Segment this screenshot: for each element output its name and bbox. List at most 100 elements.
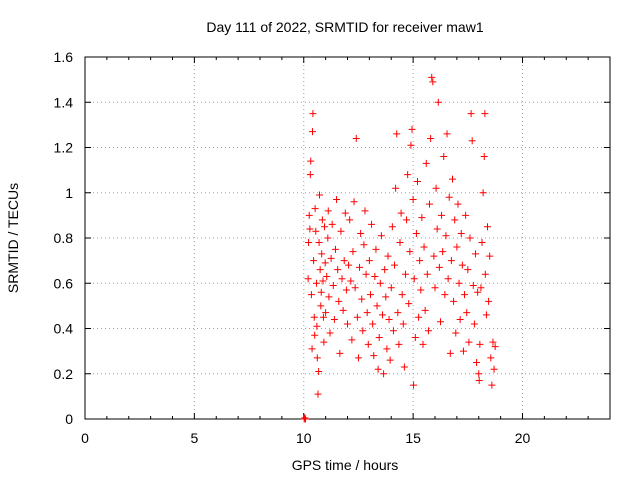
data-point — [410, 275, 418, 283]
data-point — [388, 223, 396, 231]
data-point — [325, 293, 333, 301]
data-point — [396, 239, 404, 247]
data-point — [469, 282, 477, 290]
data-point — [304, 275, 312, 283]
data-point — [435, 263, 443, 271]
data-point — [407, 141, 415, 149]
data-point — [358, 295, 366, 303]
data-point — [420, 243, 428, 251]
data-point — [316, 266, 324, 274]
data-point — [423, 270, 431, 278]
data-point — [415, 313, 423, 321]
data-point — [302, 415, 309, 423]
data-point — [326, 329, 334, 337]
y-axis-label: SRMTID / TECUs — [5, 183, 21, 293]
data-point — [344, 320, 351, 328]
data-point — [339, 306, 347, 314]
data-point — [381, 266, 389, 274]
data-point — [357, 229, 365, 237]
data-point — [490, 365, 498, 373]
data-point — [335, 297, 343, 305]
x-tick-label: 20 — [515, 430, 531, 446]
data-point — [312, 279, 320, 287]
data-point — [350, 198, 358, 206]
data-point — [397, 209, 405, 217]
data-point — [313, 322, 321, 330]
data-point — [323, 272, 331, 280]
data-point — [474, 288, 482, 296]
data-point — [406, 248, 414, 256]
data-point — [301, 414, 309, 422]
data-point — [409, 196, 417, 204]
data-point — [306, 225, 314, 233]
data-point — [484, 223, 491, 231]
data-point — [418, 214, 426, 222]
data-point — [377, 232, 385, 240]
data-point — [329, 282, 337, 290]
data-point — [467, 110, 475, 118]
data-point — [439, 248, 447, 256]
data-point — [364, 340, 372, 348]
data-point — [471, 250, 479, 258]
data-point — [456, 315, 464, 323]
data-point — [459, 347, 467, 355]
data-point — [309, 110, 317, 118]
y-tick-label: 0.8 — [54, 230, 74, 246]
data-point — [398, 291, 406, 299]
data-point — [433, 225, 441, 233]
data-point — [400, 363, 408, 371]
data-point — [466, 234, 474, 242]
data-point — [394, 309, 402, 317]
data-point — [412, 229, 420, 237]
data-point — [444, 275, 452, 283]
data-point — [324, 234, 332, 242]
data-point — [305, 239, 313, 247]
data-point — [385, 315, 393, 323]
data-point — [393, 130, 401, 138]
data-point — [431, 284, 439, 292]
y-tick-label: 1 — [65, 185, 73, 201]
data-point — [427, 134, 435, 142]
data-point — [408, 125, 416, 133]
data-point — [373, 302, 381, 310]
data-point — [334, 266, 342, 274]
data-point — [458, 261, 466, 269]
data-point — [436, 318, 444, 326]
data-point — [347, 277, 355, 285]
data-point — [383, 345, 391, 353]
data-point — [380, 370, 388, 378]
data-point — [451, 216, 459, 224]
x-axis-label: GPS time / hours — [292, 457, 399, 473]
data-point — [375, 334, 383, 342]
data-point — [321, 223, 329, 231]
data-point — [354, 354, 362, 362]
data-point — [340, 257, 348, 265]
data-point — [353, 313, 361, 321]
chart-title: Day 111 of 2022, SRMTID for receiver maw… — [206, 19, 483, 35]
data-point — [485, 297, 493, 305]
data-point — [317, 288, 325, 296]
data-point — [319, 313, 327, 321]
data-point — [337, 227, 345, 235]
data-point — [322, 309, 330, 317]
data-point — [318, 216, 326, 224]
data-point — [414, 177, 421, 185]
data-point — [318, 250, 326, 258]
data-point — [351, 284, 359, 292]
data-point — [475, 370, 483, 378]
data-point — [455, 279, 463, 287]
data-point — [317, 302, 325, 310]
data-point — [489, 338, 497, 346]
data-point — [486, 252, 494, 260]
data-point — [434, 98, 442, 106]
data-point — [321, 259, 329, 267]
data-point — [481, 110, 489, 118]
data-point — [392, 184, 400, 192]
data-point — [308, 345, 316, 353]
data-point — [416, 257, 424, 265]
data-point — [370, 352, 378, 360]
data-point — [430, 252, 438, 260]
data-point — [359, 327, 367, 335]
data-point — [463, 309, 471, 317]
data-point — [410, 381, 418, 389]
